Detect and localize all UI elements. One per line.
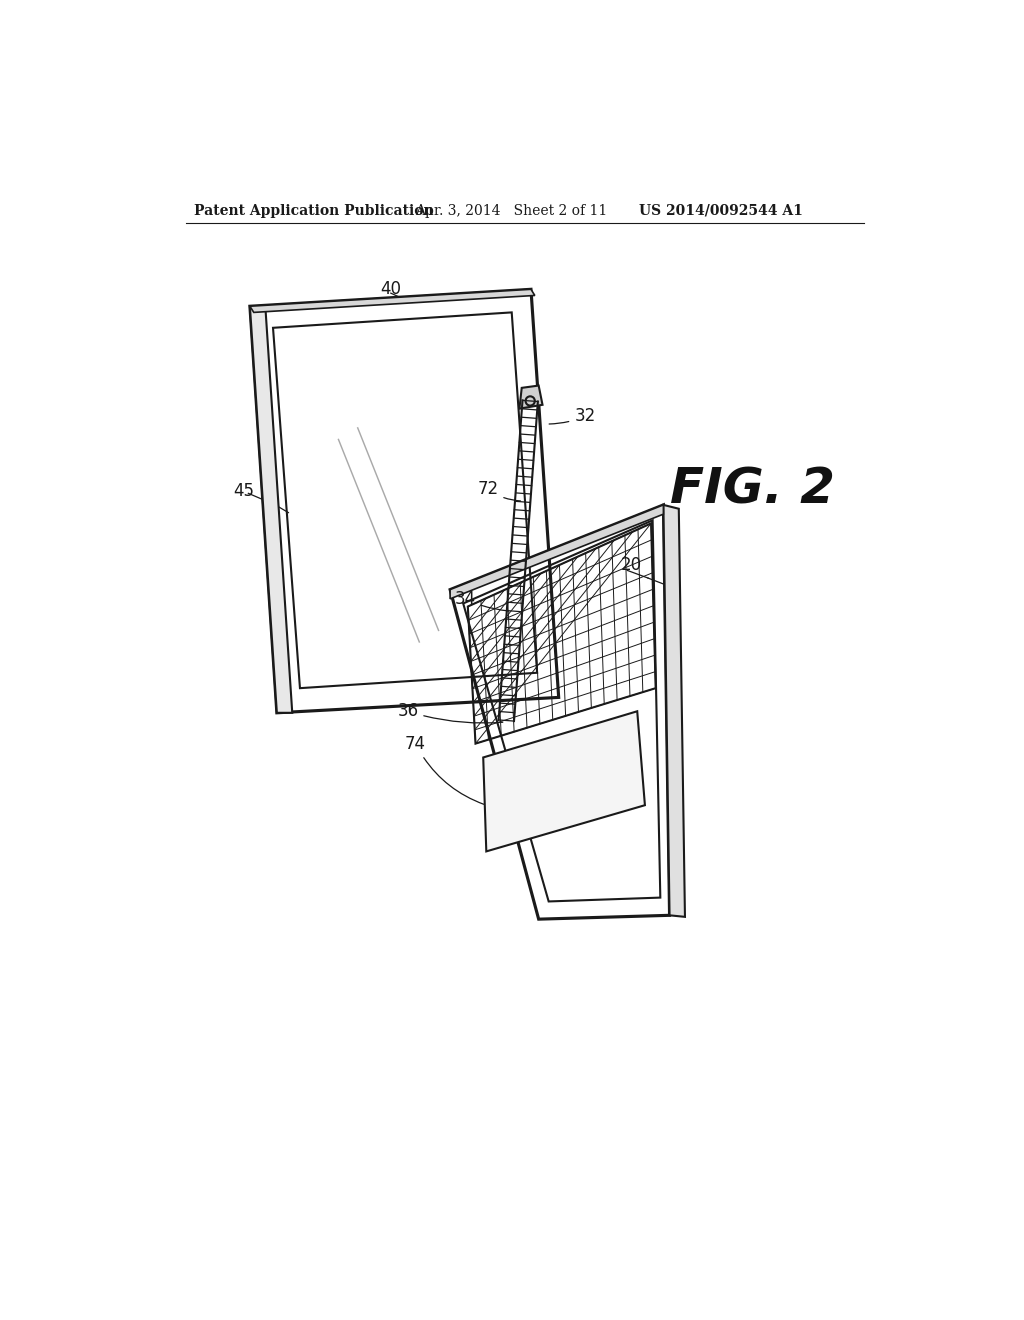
Text: 32: 32 bbox=[549, 408, 596, 425]
Polygon shape bbox=[664, 506, 685, 917]
Polygon shape bbox=[483, 711, 645, 851]
Polygon shape bbox=[451, 506, 664, 599]
Text: 45: 45 bbox=[233, 482, 254, 500]
Text: 34: 34 bbox=[455, 590, 509, 611]
Polygon shape bbox=[519, 385, 543, 409]
Polygon shape bbox=[250, 289, 559, 713]
Text: FIG. 2: FIG. 2 bbox=[670, 466, 835, 513]
Polygon shape bbox=[250, 306, 292, 713]
Polygon shape bbox=[250, 289, 535, 313]
Text: Apr. 3, 2014   Sheet 2 of 11: Apr. 3, 2014 Sheet 2 of 11 bbox=[416, 203, 607, 218]
Text: 36: 36 bbox=[397, 702, 503, 723]
Text: 20: 20 bbox=[621, 556, 642, 574]
Text: 72: 72 bbox=[477, 480, 520, 500]
Text: US 2014/0092544 A1: US 2014/0092544 A1 bbox=[639, 203, 803, 218]
Text: Patent Application Publication: Patent Application Publication bbox=[194, 203, 433, 218]
Text: 40: 40 bbox=[380, 280, 401, 298]
Polygon shape bbox=[451, 506, 670, 919]
Text: 74: 74 bbox=[404, 735, 483, 804]
